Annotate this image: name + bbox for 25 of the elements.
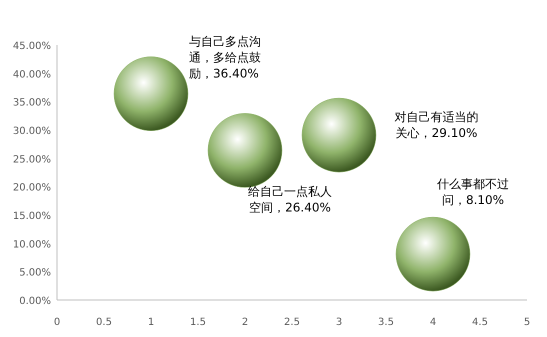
y-tick-label: 25.00% (12, 154, 51, 166)
y-tick-label: 5.00% (19, 268, 51, 279)
x-tick-label: 4.5 (472, 317, 488, 328)
x-tick-label: 1 (148, 317, 154, 328)
x-tick-label: 4 (430, 317, 436, 328)
y-tick-label: 40.00% (12, 69, 51, 80)
x-tick-label: 1.5 (190, 317, 206, 328)
y-tick-label: 10.00% (12, 239, 51, 250)
y-tick-label: 0.00% (19, 296, 51, 307)
x-tick-label: 2.5 (284, 317, 300, 328)
annotation: 给自己一点私人空间，26.40% (248, 184, 332, 214)
x-tick-label: 3.5 (378, 317, 394, 328)
y-tick-label: 20.00% (12, 182, 51, 194)
y-tick-label: 35.00% (12, 98, 51, 109)
annotation: 对自己有适当的关心，29.10% (394, 110, 478, 140)
y-tick-label: 30.00% (12, 126, 51, 137)
x-tick-label: 3 (336, 317, 342, 328)
x-tick-label: 2 (242, 317, 248, 328)
annotation: 与自己多点沟通，多给点鼓励，36.40% (189, 34, 261, 81)
x-tick-label: 5 (524, 317, 530, 328)
y-tick-label: 15.00% (12, 211, 51, 222)
x-tick-label: 0 (54, 317, 60, 328)
annotation: 什么事都不过问，8.10% (436, 177, 509, 208)
y-tick-label: 45.00% (12, 41, 51, 52)
x-tick-label: 0.5 (96, 317, 112, 328)
